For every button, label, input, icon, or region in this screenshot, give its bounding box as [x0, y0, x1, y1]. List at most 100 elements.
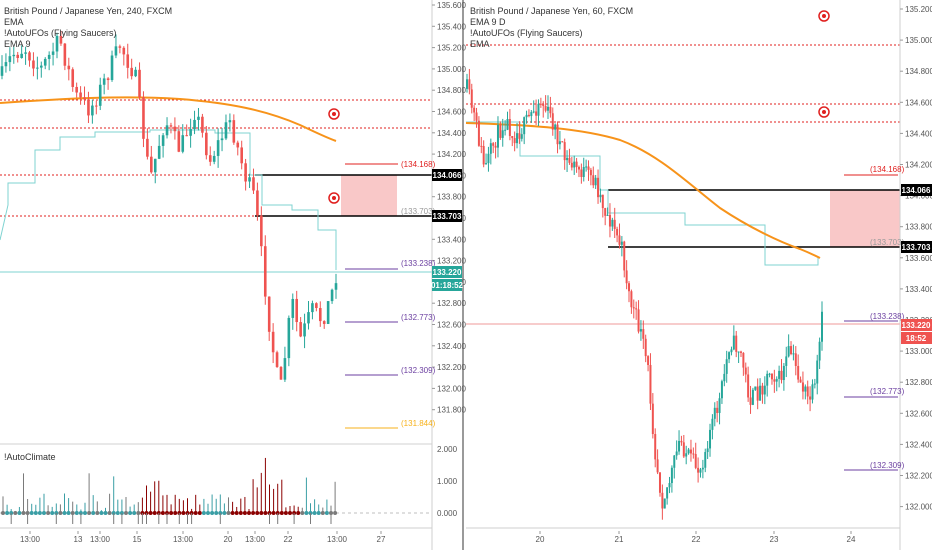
candle-body — [106, 78, 110, 81]
left-indicator-ema9[interactable]: EMA 9 — [4, 39, 31, 49]
candle-body — [51, 51, 55, 55]
climate-dot — [263, 511, 268, 515]
climate-dot — [21, 511, 26, 515]
left-chart-price-pane[interactable] — [0, 30, 432, 429]
climate-dot — [238, 511, 243, 515]
climate-dot — [201, 511, 206, 515]
right-candles — [466, 68, 823, 520]
candle-body — [114, 46, 118, 56]
candle-body — [594, 177, 597, 186]
candle-body — [747, 374, 750, 398]
right-price-axis[interactable]: 135.200 135.000 134.800 134.600 134.400 134.2… — [900, 5, 932, 512]
supply-zone — [341, 175, 397, 216]
climate-dot — [255, 511, 260, 515]
candle-body — [794, 353, 797, 366]
candle-body — [816, 360, 819, 384]
candle-body — [287, 317, 291, 359]
climate-dot — [193, 511, 198, 515]
time-tick-label: 27 — [377, 535, 386, 544]
candle-body — [326, 301, 330, 324]
price-tick-label: 134.000 — [905, 192, 932, 201]
candle-body — [620, 241, 623, 245]
candle-body — [91, 105, 94, 116]
price-tick-label: 133.400 — [437, 235, 466, 244]
right-indicator-autoufos[interactable]: !AutoUFOs (Flying Saucers) — [470, 28, 583, 38]
price-tick-label: 132.800 — [437, 299, 466, 308]
candle-body — [604, 208, 607, 216]
price-tick-label: 132.200 — [437, 363, 466, 372]
left-autoclimate-pane[interactable] — [0, 443, 432, 524]
current-price-text: 133.220 — [902, 321, 931, 330]
candle-body — [628, 283, 631, 292]
candle-body — [205, 132, 208, 156]
climate-dot — [91, 511, 96, 515]
right-indicator-ema[interactable]: EMA — [470, 39, 490, 49]
candle-body — [518, 133, 521, 139]
right-time-axis[interactable]: 20 21 22 23 24 — [536, 531, 856, 544]
price-badge-133703-text: 133.703 — [433, 212, 462, 221]
candle-body — [706, 448, 709, 453]
left-candles — [0, 30, 338, 382]
climate-dot — [259, 511, 264, 515]
climate-dot — [214, 511, 219, 515]
candle-body — [599, 194, 602, 198]
candle-body — [639, 329, 642, 332]
candle-body — [547, 106, 550, 111]
climate-dot — [333, 511, 338, 515]
right-indicator-ema9d[interactable]: EMA 9 D — [470, 17, 506, 27]
candle-body — [330, 289, 334, 302]
climate-dot — [115, 511, 120, 515]
left-indicator-ema[interactable]: EMA — [4, 17, 24, 27]
left-price-axis[interactable]: 135.600 135.400 135.200 135.000 134.800 134.6… — [432, 1, 466, 415]
time-tick-label: 13:00 — [327, 535, 348, 544]
candle-body — [618, 235, 621, 245]
left-time-axis[interactable]: 13:00 13 13:00 15 13:00 20 13:00 22 13:00 27 — [20, 531, 386, 544]
candle-body — [318, 308, 322, 322]
price-tick-label: 133.200 — [437, 257, 466, 266]
candle-body — [570, 162, 573, 168]
candle-body — [663, 498, 666, 509]
candle-body — [761, 385, 764, 395]
candle-body — [730, 349, 733, 353]
candle-body — [780, 370, 783, 381]
candle-body — [580, 169, 583, 177]
right-chart-price-pane[interactable] — [465, 10, 900, 520]
ema-long-line — [465, 122, 821, 259]
price-tick-label: 135.400 — [437, 22, 466, 31]
climate-histogram — [1, 457, 338, 524]
autoclimate-title[interactable]: !AutoClimate — [4, 452, 56, 462]
candle-body — [642, 329, 645, 339]
candle-body — [558, 141, 561, 145]
candle-body — [303, 323, 306, 337]
climate-dot — [230, 511, 235, 515]
candle-body — [516, 133, 519, 144]
level-label-132773: (132.773) — [870, 387, 905, 396]
candle-body — [16, 54, 20, 59]
climate-dot — [107, 511, 112, 515]
candle-body — [751, 389, 754, 405]
candle-body — [554, 124, 557, 130]
candle-body — [161, 135, 165, 146]
candle-body — [212, 155, 216, 162]
candle-body — [613, 219, 616, 229]
candle-body — [470, 89, 473, 108]
candle-body — [644, 338, 647, 357]
candle-body — [651, 403, 654, 435]
climate-dot — [181, 511, 186, 515]
candle-body — [59, 36, 63, 44]
time-tick-label: 23 — [770, 535, 779, 544]
candle-body — [673, 455, 676, 468]
time-tick-label: 22 — [284, 535, 293, 544]
price-tick-label: 135.200 — [437, 44, 466, 53]
climate-dot — [222, 511, 227, 515]
candle-body — [291, 298, 295, 318]
left-indicator-autoufos[interactable]: !AutoUFOs (Flying Saucers) — [4, 28, 117, 38]
candle-body — [146, 138, 149, 157]
candle-body — [813, 383, 816, 385]
price-tick-label: 132.200 — [905, 472, 932, 481]
price-badge-134066-text: 134.066 — [902, 186, 931, 195]
candle-body — [809, 396, 812, 400]
climate-dot — [300, 511, 305, 515]
candle-body — [299, 322, 302, 337]
